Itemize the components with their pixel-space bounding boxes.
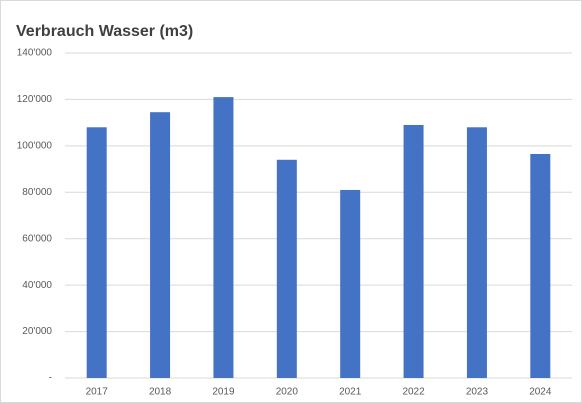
x-tick-label: 2017 (86, 387, 109, 398)
x-tick-label: 2020 (276, 387, 299, 398)
y-tick-label: 40'000 (22, 280, 52, 291)
x-tick-label: 2021 (339, 387, 362, 398)
bar (150, 112, 171, 379)
x-tick-label: 2018 (149, 387, 172, 398)
x-tick-label: 2023 (466, 387, 489, 398)
y-tick-label: 140'000 (17, 48, 53, 59)
y-tick-label: 100'000 (17, 140, 53, 151)
bar (86, 127, 107, 379)
y-tick-label: 80'000 (22, 187, 52, 198)
bar (466, 127, 487, 379)
chart-title: Verbrauch Wasser (m3) (16, 23, 193, 40)
y-tick-label: 120'000 (17, 94, 53, 105)
bar (276, 159, 297, 378)
bar (403, 124, 424, 378)
x-tick-label: 2019 (212, 387, 235, 398)
x-tick-label: 2022 (402, 387, 425, 398)
y-tick-label: - (49, 373, 52, 384)
bar (213, 97, 234, 378)
y-tick-label: 60'000 (22, 233, 52, 244)
bar (530, 153, 551, 378)
bar (340, 189, 361, 378)
y-tick-label: 20'000 (22, 326, 52, 337)
x-tick-label: 2024 (529, 387, 552, 398)
